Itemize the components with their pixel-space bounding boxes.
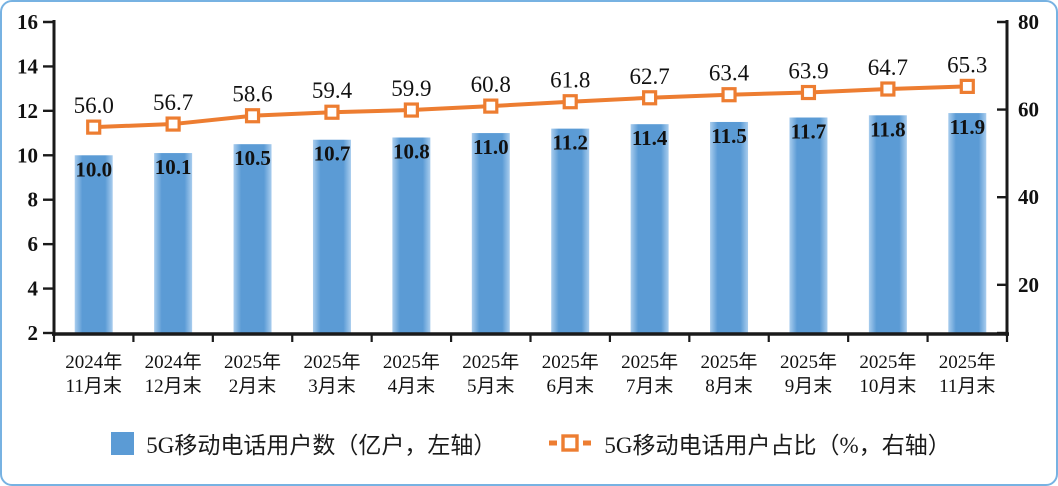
legend-item-line-series: 5G移动电话用户占比（%，右轴） <box>548 426 951 460</box>
left-axis-tick-label: 6 <box>28 232 39 256</box>
category-label-month: 9月末 <box>785 375 833 397</box>
category-label-year: 2025年 <box>780 351 837 373</box>
line-marker <box>642 90 658 106</box>
bar-value-label: 10.7 <box>314 142 351 166</box>
line-value-label: 60.8 <box>471 72 511 97</box>
line-value-label: 59.9 <box>391 76 431 101</box>
right-axis-tick-label: 80 <box>1018 10 1039 34</box>
bar-value-label: 11.7 <box>791 120 827 144</box>
category-label-year: 2024年 <box>145 351 202 373</box>
line-marker <box>165 116 181 132</box>
category-label-year: 2025年 <box>462 351 519 373</box>
category-label-month: 10月末 <box>859 375 916 397</box>
left-axis-tick-label: 12 <box>17 99 38 123</box>
bar-value-label: 10.0 <box>75 157 112 181</box>
legend-line-label: 5G移动电话用户占比（%，右轴） <box>604 433 951 458</box>
legend-bar-swatch-icon <box>111 431 135 455</box>
bar <box>630 124 669 333</box>
line-value-label: 65.3 <box>947 52 987 77</box>
left-axis-tick-label: 4 <box>28 277 39 301</box>
line-value-label: 61.8 <box>550 68 590 93</box>
bar <box>392 137 431 333</box>
category-label-month: 7月末 <box>626 375 674 397</box>
category-label-month: 6月末 <box>546 375 594 397</box>
bar <box>868 115 907 333</box>
category-label-month: 11月末 <box>939 375 995 397</box>
bar <box>312 139 351 333</box>
category-label-month: 2月末 <box>229 375 277 397</box>
line-value-label: 63.4 <box>709 61 750 86</box>
legend-bar-label: 5G移动电话用户数（亿户，左轴） <box>146 433 497 458</box>
line-marker <box>800 84 817 101</box>
bar-value-label: 11.4 <box>632 126 668 150</box>
bar-value-label: 10.8 <box>393 140 430 164</box>
bar <box>710 121 749 333</box>
category-label-month: 11月末 <box>66 375 122 397</box>
right-axis-tick-label: 60 <box>1018 98 1039 122</box>
line-marker <box>403 102 419 118</box>
category-label-month: 4月末 <box>388 375 436 397</box>
category-label-year: 2025年 <box>859 351 916 373</box>
left-axis-tick-label: 2 <box>28 321 39 345</box>
category-label-year: 2025年 <box>621 351 678 373</box>
line-value-label: 56.0 <box>74 93 114 118</box>
line-marker <box>86 119 102 135</box>
line-value-label: 59.4 <box>312 78 353 103</box>
category-label-year: 2025年 <box>383 351 440 373</box>
category-label-month: 8月末 <box>705 375 753 397</box>
left-axis-tick-label: 14 <box>17 54 39 78</box>
bar-value-label: 11.0 <box>473 135 509 159</box>
category-label-year: 2025年 <box>542 351 599 373</box>
line-value-label: 56.7 <box>153 90 193 115</box>
line-value-label: 62.7 <box>630 64 670 89</box>
line-marker <box>721 87 737 103</box>
left-axis-tick-label: 16 <box>17 10 38 34</box>
left-axis-tick-label: 10 <box>17 143 38 167</box>
line-value-label: 64.7 <box>868 55 908 80</box>
legend-line-marker-icon <box>549 434 592 452</box>
bar-value-label: 11.5 <box>711 124 747 148</box>
category-label-year: 2025年 <box>939 351 996 373</box>
bar <box>74 155 113 333</box>
line-marker <box>324 104 340 120</box>
bar <box>789 117 828 334</box>
bar-value-label: 11.2 <box>552 131 588 155</box>
line-marker <box>562 94 578 110</box>
line-marker <box>959 78 975 94</box>
bar <box>233 144 272 333</box>
bar-value-label: 10.5 <box>234 146 271 170</box>
bar-value-label: 11.9 <box>949 115 985 139</box>
line-marker <box>244 108 261 124</box>
right-axis-tick-label: 20 <box>1018 273 1039 297</box>
category-label-year: 2025年 <box>701 351 758 373</box>
category-label-year: 2025年 <box>224 351 281 373</box>
category-label-year: 2024年 <box>65 351 122 373</box>
bar <box>948 113 987 333</box>
bar <box>551 128 590 333</box>
bar-value-label: 11.8 <box>870 117 906 141</box>
line-series <box>91 84 970 130</box>
line-value-label: 58.6 <box>232 82 272 107</box>
bar <box>154 153 193 333</box>
category-label-month: 3月末 <box>308 375 356 397</box>
left-axis-tick-label: 8 <box>28 188 39 212</box>
line-value-label: 63.9 <box>788 59 828 84</box>
line-marker <box>880 81 896 97</box>
legend-item-bar-series: 5G移动电话用户数（亿户，左轴） <box>111 426 496 460</box>
category-label-month: 12月末 <box>145 375 202 397</box>
bar <box>471 133 510 333</box>
bar-value-label: 10.1 <box>155 155 192 179</box>
category-label-month: 5月末 <box>467 375 515 397</box>
right-axis-tick-label: 40 <box>1018 185 1039 209</box>
line-marker <box>483 98 499 114</box>
chart-legend: 5G移动电话用户数（亿户，左轴） 5G移动电话用户占比（%，右轴） <box>2 421 1056 465</box>
category-label-year: 2025年 <box>303 351 360 373</box>
